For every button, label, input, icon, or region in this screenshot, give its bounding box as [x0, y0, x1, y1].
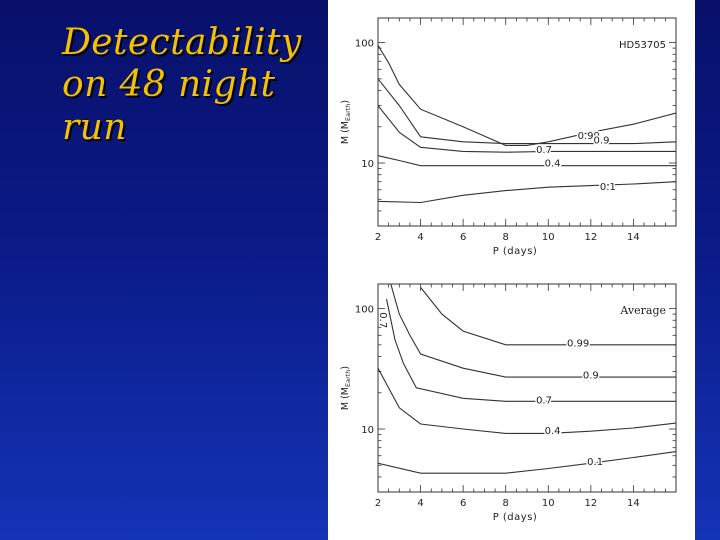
x-tick-label: 6: [460, 498, 466, 509]
x-tick-label: 8: [503, 232, 509, 243]
contour-label: 0.99: [567, 338, 589, 349]
x-tick-label: 4: [417, 232, 423, 243]
y-axis-label-close: ): [340, 100, 351, 104]
chart-title: HD53705: [619, 40, 666, 51]
chart-title: Average: [619, 304, 666, 317]
title-line-1: Detectability: [62, 22, 302, 63]
x-tick-label: 14: [627, 232, 640, 243]
contour-label: 0.1: [600, 182, 616, 193]
y-tick-label: 10: [361, 159, 374, 170]
series-line-0-7: [385, 298, 676, 402]
series-line-0-7: [378, 105, 676, 153]
y-tick-label: 100: [355, 39, 374, 50]
y-axis-label-subscript: Earth: [344, 104, 352, 121]
x-tick-label: 4: [417, 498, 423, 509]
contour-label: 0.9: [594, 136, 610, 147]
contour-label: 0.99: [578, 131, 600, 142]
slide-title: Detectability on 48 night run: [62, 22, 322, 149]
x-tick-label: 12: [584, 232, 597, 243]
series-line-0-9: [390, 284, 676, 378]
y-axis-label-subscript: Earth: [344, 370, 352, 387]
contour-label: 0.1: [587, 457, 603, 468]
x-tick-label: 12: [584, 498, 597, 509]
x-axis-label: P (days): [493, 512, 538, 523]
series-line-0-9: [378, 78, 676, 145]
series-line-0-99: [378, 45, 676, 146]
figure-panel: [328, 0, 695, 540]
x-tick-label: 2: [375, 498, 381, 509]
y-axis-label-main: M (M: [340, 387, 351, 410]
chart-1: 2 4 6 8 10 12 14 10 100 P (days) M (MEarth) HD53705…: [340, 17, 677, 257]
y-tick-label: 10: [361, 425, 374, 436]
contour-label: 0.4: [545, 426, 561, 437]
y-axis-label: M (MEarth): [340, 366, 352, 410]
chart-2: 2 4 6 8 10 12 14 10 100 P (days) M (MEarth) Average…: [340, 283, 677, 523]
contour-label: 0.9: [583, 371, 599, 382]
series-line-0-4: [378, 155, 676, 167]
y-axis-label-close: ): [340, 366, 351, 370]
series-line-0-99: [420, 287, 676, 346]
contour-label: 0.7: [536, 145, 552, 156]
title-line-2: on 48 night: [62, 64, 276, 106]
contour-label: 0.4: [545, 159, 561, 170]
y-axis-label-main: M (M: [340, 121, 351, 144]
contour-label: 0.7: [536, 395, 552, 406]
x-tick-label: 10: [542, 232, 555, 243]
x-tick-label: 10: [542, 498, 555, 509]
x-tick-label: 8: [503, 498, 509, 509]
x-tick-label: 6: [460, 232, 466, 243]
x-axis-label: P (days): [493, 246, 538, 257]
series-line-0-4: [378, 367, 676, 434]
series-line-0-1: [378, 181, 676, 204]
series-line-0-1: [378, 451, 676, 474]
contour-label: 0.7: [377, 312, 388, 328]
y-tick-label: 100: [355, 305, 374, 316]
title-line-3: run: [62, 106, 127, 148]
x-tick-label: 2: [375, 232, 381, 243]
y-axis-label: M (MEarth): [340, 100, 352, 144]
x-tick-label: 14: [627, 498, 640, 509]
